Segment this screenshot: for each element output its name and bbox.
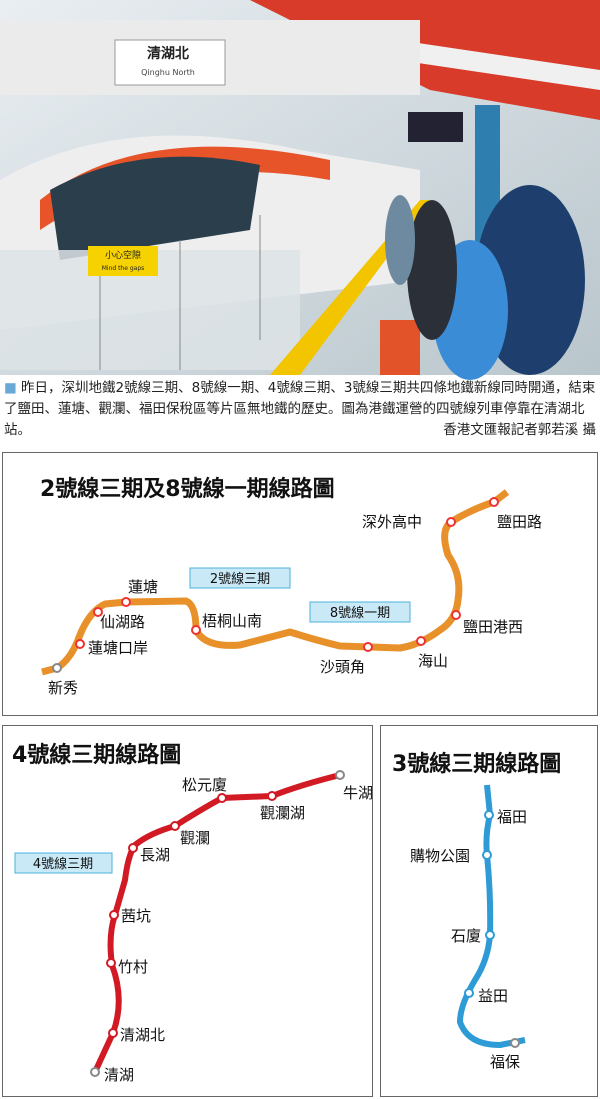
station-sign: 清湖北	[147, 45, 189, 62]
station-label: 福保	[490, 1053, 520, 1071]
station-label: 牛湖	[343, 784, 373, 802]
station-label: 鹽田路	[497, 513, 542, 531]
line-tag: 2號線三期	[210, 571, 270, 587]
station-label: 清湖	[104, 1066, 134, 1084]
line-tag: 4號線三期	[33, 856, 93, 872]
station-label: 清湖北	[120, 1026, 165, 1044]
station-label: 石廈	[451, 927, 481, 945]
photo-credit: 香港文匯報記者郭若溪 攝	[443, 422, 596, 438]
bullet: ■	[4, 380, 22, 396]
station-label: 購物公園	[410, 847, 470, 865]
station-label: 蓮塘口岸	[88, 639, 148, 657]
station-label: 益田	[478, 987, 508, 1005]
line-tag: 8號線一期	[330, 605, 390, 621]
station-label: 仙湖路	[100, 613, 145, 631]
warning-label: 小心空隙	[105, 249, 141, 261]
station-label: 深外高中	[362, 513, 422, 531]
map-2-8: 2號線三期及8號線一期線路圖 2號線三期 8號線一期 新秀 蓮塘口岸 仙湖路 蓮…	[2, 452, 598, 716]
station-label: 茜坑	[121, 907, 151, 925]
caption-text: 昨日，深圳地鐵2號線三期、8號線一期、4號線三期、3號線三期共四條地鐵新線同時開…	[4, 380, 596, 438]
station-label: 竹村	[118, 958, 148, 976]
photo: 清湖北 Qinghu North 小心空隙 Mind the gaps	[0, 0, 600, 380]
map-title: 3號線三期線路圖	[392, 751, 561, 777]
station-label: 蓮塘	[128, 578, 158, 596]
map-title: 2號線三期及8號線一期線路圖	[40, 476, 335, 502]
station-label: 梧桐山南	[202, 612, 262, 630]
warning-label: Mind the gaps	[102, 265, 145, 272]
caption: ■ 昨日，深圳地鐵2號線三期、8號線一期、4號線三期、3號線三期共四條地鐵新線同…	[4, 378, 596, 441]
station-label: 鹽田港西	[463, 618, 523, 636]
map-4: 4號線三期線路圖 4號線三期 清湖 清湖北 竹村 茜坑 長湖 觀瀾 松元廈 觀瀾…	[2, 725, 373, 1097]
map-title: 4號線三期線路圖	[12, 742, 181, 768]
map-3: 3號線三期線路圖 福田 購物公園 石廈 益田 福保	[380, 725, 598, 1097]
station-label: 松元廈	[182, 776, 227, 794]
station-label: 沙頭角	[320, 658, 365, 676]
station-label: 觀瀾湖	[260, 804, 305, 822]
station-label: 觀瀾	[180, 829, 210, 847]
station-label: 海山	[418, 652, 448, 670]
station-sign-english: Qinghu North	[141, 68, 195, 77]
station-label: 新秀	[48, 679, 78, 697]
station-label: 福田	[497, 808, 527, 826]
station-label: 長湖	[140, 846, 170, 864]
